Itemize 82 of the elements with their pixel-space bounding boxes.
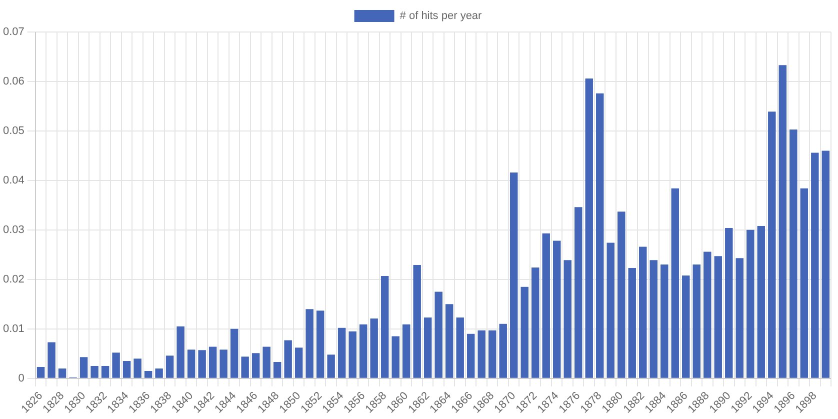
bar (112, 352, 120, 378)
bar (725, 228, 733, 378)
bar (252, 353, 260, 378)
bar (380, 276, 389, 378)
bar (198, 350, 206, 378)
bar (187, 350, 196, 378)
bar (618, 212, 626, 378)
bar (660, 264, 668, 378)
bar (746, 230, 754, 378)
bar (606, 242, 614, 378)
bar (220, 350, 228, 378)
bar (262, 346, 270, 378)
bar (370, 318, 378, 378)
bar (757, 226, 766, 378)
bar (176, 326, 184, 378)
bar (456, 318, 464, 378)
bar (736, 258, 744, 378)
bar (359, 324, 368, 378)
bar (230, 328, 238, 378)
y-tick-label: 0.07 (2, 26, 24, 38)
bar (445, 304, 454, 378)
bar (585, 78, 593, 378)
bar (671, 188, 679, 378)
bar (768, 112, 776, 378)
bar (800, 188, 808, 378)
bar (101, 366, 110, 378)
bar (714, 256, 722, 378)
bar (650, 260, 658, 378)
bar (144, 370, 152, 378)
bar (520, 286, 528, 378)
bar (510, 172, 518, 378)
bar (488, 330, 496, 378)
bar (122, 361, 131, 378)
y-tick-label: 0.04 (2, 174, 24, 186)
bar (166, 356, 174, 378)
bar (574, 207, 582, 378)
bar (338, 328, 346, 378)
bar (499, 324, 507, 378)
bar (564, 260, 572, 378)
bar (134, 358, 142, 378)
bar (80, 357, 88, 378)
bar (542, 233, 550, 378)
y-tick-label: 0.06 (2, 76, 24, 88)
bar (58, 368, 66, 378)
legend-label: # of hits per year (400, 10, 482, 22)
bar (531, 268, 540, 378)
bar (294, 348, 303, 378)
bar (478, 330, 486, 378)
y-tick-label: 0.05 (2, 124, 24, 137)
bar (316, 310, 324, 378)
bar (790, 129, 798, 378)
bar (596, 93, 604, 378)
bar (327, 354, 335, 378)
bar (208, 346, 217, 378)
bar (704, 252, 712, 378)
bar (413, 265, 421, 378)
y-tick-label: 0.01 (2, 322, 24, 335)
bar (284, 340, 292, 378)
bar (811, 152, 819, 378)
bar (392, 336, 400, 378)
bar (628, 268, 636, 378)
bar (348, 331, 356, 378)
bar (692, 264, 701, 378)
bar (402, 324, 410, 378)
bar (306, 309, 314, 378)
bar (822, 150, 830, 378)
bar (155, 368, 163, 378)
bar (241, 356, 249, 378)
bar (466, 334, 475, 378)
bar (36, 366, 45, 378)
y-tick-label: 0.03 (2, 224, 24, 236)
bar (424, 318, 432, 378)
bar (90, 366, 98, 378)
bar (48, 342, 56, 378)
bar (682, 275, 690, 378)
bar (552, 240, 561, 378)
bar (639, 246, 647, 378)
bar (434, 292, 442, 378)
bar (778, 65, 787, 378)
y-tick-label: 0 (18, 372, 24, 384)
bar (273, 362, 282, 378)
y-tick-label: 0.02 (2, 273, 24, 286)
